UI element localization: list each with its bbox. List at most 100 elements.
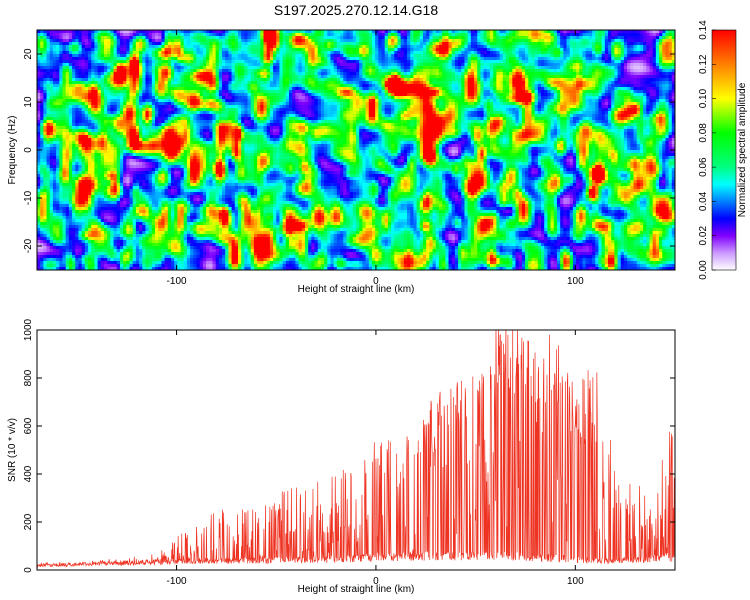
chart-title: S197.2025.270.12.14.G18 [274,2,438,18]
heatmap-cell [52,75,57,79]
heatmap-cell [461,102,465,106]
heatmap-cell [237,30,242,34]
heatmap-cell [308,72,312,76]
heatmap-cell [155,63,159,67]
heatmap-cell [110,51,114,55]
heatmap-cell [429,51,433,55]
heatmap-cell [135,93,140,97]
heatmap-cell [94,42,99,46]
heatmap-cell [244,48,248,52]
heatmap-cell [304,78,309,82]
heatmap-cell [617,84,622,88]
heatmap-cell [282,54,287,58]
heatmap-cell [43,72,47,76]
heatmap-cell [544,72,548,76]
heatmap-cell [413,69,418,73]
heatmap-cell [451,81,456,85]
heatmap-cell [202,57,207,61]
heatmap-cell [407,78,411,82]
heatmap-cell [212,42,217,46]
heatmap-cell [639,60,644,64]
heatmap-cell [269,69,274,73]
heatmap-cell [298,105,303,109]
heatmap-cell [174,75,178,79]
heatmap-cell [110,45,114,49]
heatmap-cell [384,54,389,58]
heatmap-cell [636,72,641,76]
heatmap-cell [282,66,287,70]
heatmap-cell [611,39,615,43]
heatmap-cell [518,63,523,67]
heatmap-cell [611,75,615,79]
heatmap-cell [614,72,618,76]
heatmap-cell [250,96,255,100]
heatmap-cell [52,81,57,85]
heatmap-cell [515,57,520,61]
heatmap-cell [273,69,277,73]
heatmap-cell [100,72,105,76]
heatmap-cell [84,102,89,106]
heatmap-cell [206,51,210,55]
heatmap-cell [595,57,599,61]
heatmap-cell [547,69,551,73]
heatmap-cell [410,99,414,103]
heatmap-cell [37,69,41,73]
heatmap-cell [129,66,140,70]
heatmap-cell [132,84,137,88]
heatmap-cell [416,48,421,52]
heatmap-cell [257,72,261,76]
heatmap-cell [550,39,555,43]
heatmap-cell [225,54,229,58]
heatmap-cell [518,51,523,55]
heatmap-cell [464,63,469,67]
heatmap-cell [183,102,188,106]
heatmap-cell [273,45,277,49]
heatmap-cell [292,87,296,91]
heatmap-cell [100,96,105,100]
heatmap-cell [627,93,631,97]
heatmap-cell [346,90,351,94]
heatmap-cell [563,57,567,61]
heatmap-cell [489,90,494,94]
heatmap-cell [458,42,462,46]
heatmap-cell [365,66,370,70]
heatmap-cell [611,54,615,58]
heatmap-cell [139,57,143,61]
heatmap-cell [126,75,130,79]
heatmap-cell [330,51,335,55]
heatmap-cell [244,39,248,43]
heatmap-cell [279,93,284,97]
heatmap-cell [126,57,130,61]
heatmap-cell [218,63,223,67]
heatmap-cell [601,66,606,70]
heatmap-cell [550,45,555,49]
heatmap-cell [537,45,542,49]
heatmap-cell [537,57,542,61]
heatmap-cell [544,102,548,106]
heatmap-cell [556,72,561,76]
heatmap-cell [432,39,437,43]
heatmap-cell [528,54,532,58]
heatmap-cell [170,78,175,82]
heatmap-cell [253,63,258,67]
heatmap-cell [365,57,370,61]
heatmap-cell [228,99,232,103]
heatmap-cell [432,36,437,40]
heatmap-cell [407,39,411,43]
heatmap-cell [553,87,558,91]
heatmap-cell [614,48,618,52]
heatmap-cell [614,36,618,40]
heatmap-cell [464,75,469,79]
heatmap-cell [611,72,615,76]
heatmap-cell [170,42,175,46]
heatmap-cell [566,93,571,97]
heatmap-cell [394,45,398,49]
heatmap-cell [68,60,73,64]
heatmap-cell [521,69,526,73]
heatmap-cell [636,93,641,97]
heatmap-cell [273,57,277,61]
heatmap-cell [81,102,86,106]
heatmap-cell [550,81,555,85]
heatmap-cell [158,45,162,49]
heatmap-cell [94,81,99,85]
